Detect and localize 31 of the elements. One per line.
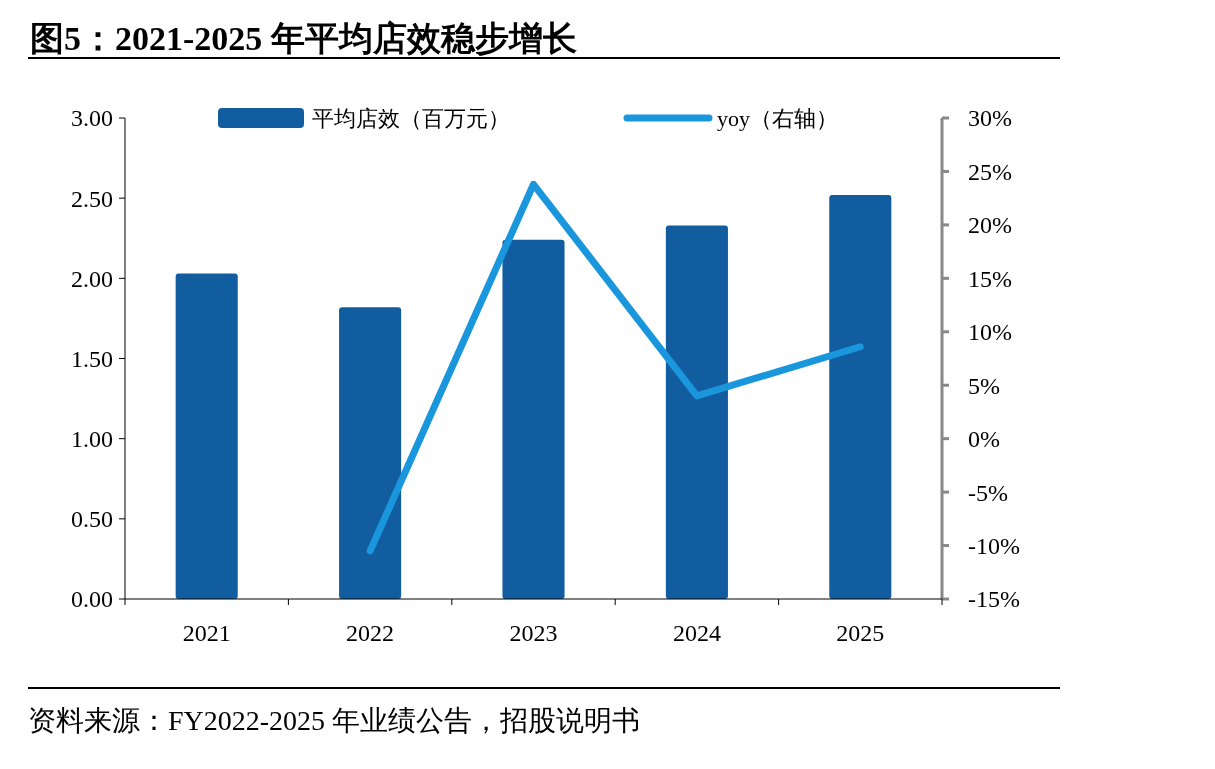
y-tick-label: 0.00: [71, 586, 113, 613]
x-tick-label: 2021: [182, 620, 231, 646]
x-tick-label: 2022: [346, 620, 395, 646]
bar: [502, 239, 565, 599]
y2-tick-label: 5%: [968, 372, 1000, 399]
bar: [829, 194, 892, 599]
bar: [339, 307, 402, 599]
y-tick-label: 0.50: [71, 506, 113, 533]
x-tick-label: 2025: [836, 620, 885, 646]
legend-label: 平均店效（百万元）: [312, 105, 510, 131]
text: 资料来源：FY2022-2025 年业绩公告，招股说明书: [28, 705, 641, 736]
x-tick-label: 2024: [672, 620, 721, 646]
y-tick-label: 2.50: [71, 185, 113, 212]
y2-tick-label: -5%: [968, 479, 1008, 506]
y2-tick-label: 25%: [968, 158, 1012, 185]
y-tick-label: 2.00: [71, 265, 113, 292]
y2-tick-label: -10%: [968, 532, 1020, 559]
y2-tick-label: -15%: [968, 586, 1020, 613]
legend-label: yoy（右轴）: [717, 105, 838, 131]
y-tick-label: 3.00: [71, 105, 113, 132]
y-tick-label: 1.50: [71, 345, 113, 372]
chart-title: 图5：2021-2025 年平均店效稳步增长: [30, 20, 577, 57]
bar: [175, 273, 238, 599]
y2-tick-label: 10%: [968, 319, 1012, 346]
x-tick-label: 2023: [509, 620, 558, 646]
y2-tick-label: 20%: [968, 212, 1012, 239]
y2-tick-label: 15%: [968, 265, 1012, 292]
y-tick-label: 1.00: [71, 426, 113, 453]
y2-tick-label: 0%: [968, 426, 1000, 453]
y2-tick-label: 30%: [968, 105, 1012, 132]
bar: [665, 225, 728, 599]
